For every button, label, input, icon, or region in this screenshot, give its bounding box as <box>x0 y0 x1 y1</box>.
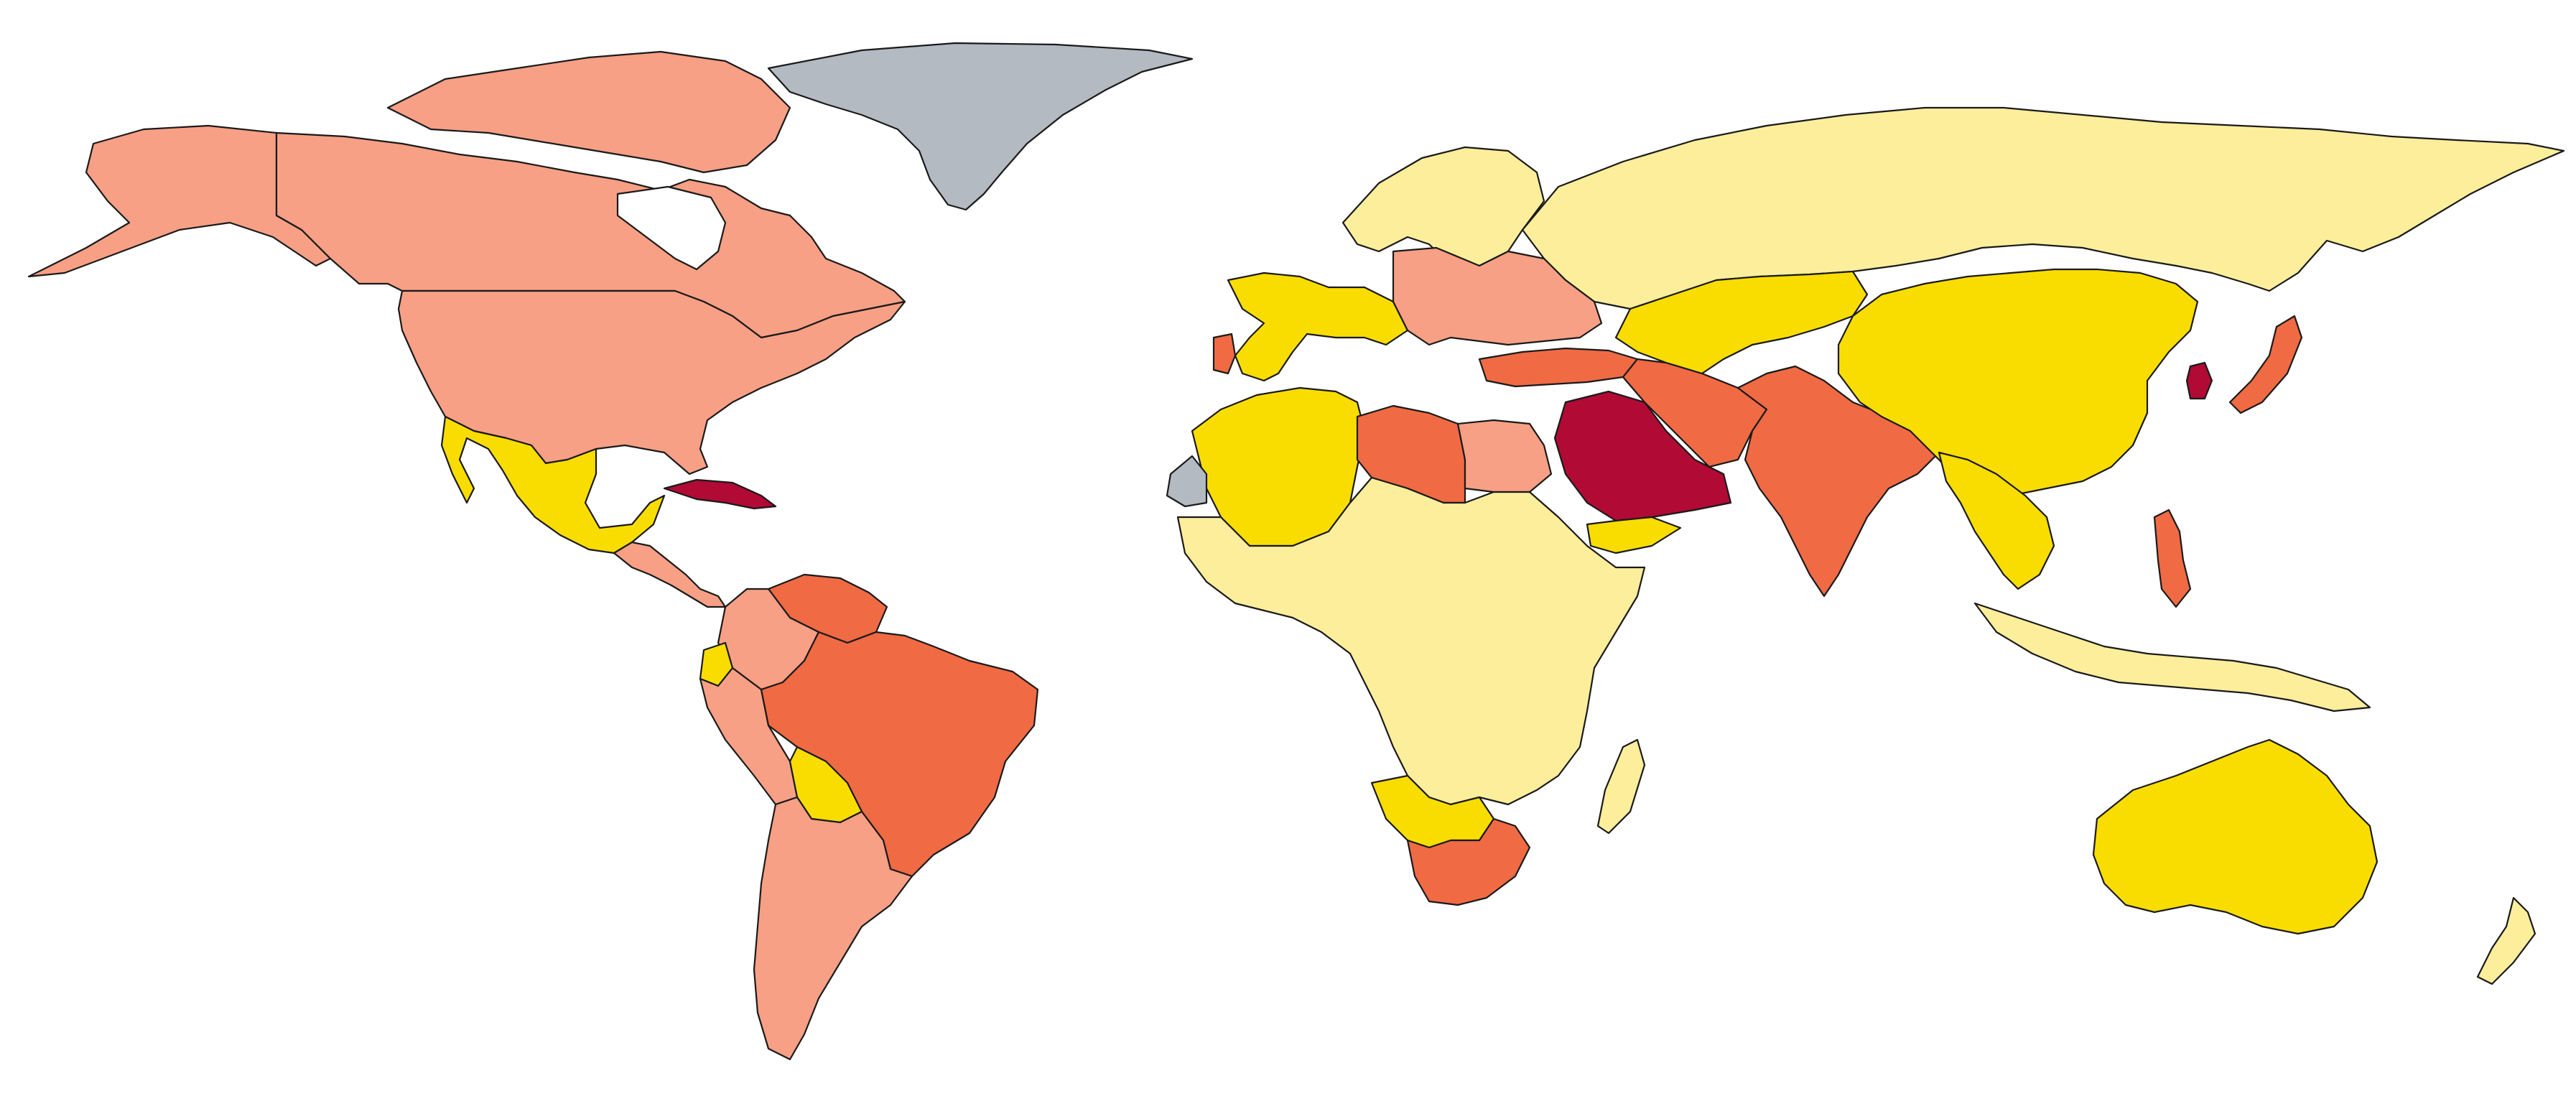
region-yemen <box>1586 516 1682 554</box>
region-argentina-chile <box>753 796 913 1061</box>
region-cuba <box>663 478 777 510</box>
region-new-zealand <box>2476 896 2537 985</box>
region-egypt <box>1456 419 1553 493</box>
region-central-asia <box>1614 270 1869 375</box>
region-southeast-asia <box>1938 451 2055 590</box>
region-south-asia <box>1736 365 1940 598</box>
region-sub-saharan-africa <box>1176 476 1646 806</box>
region-china <box>1837 268 2199 497</box>
region-portugal <box>1212 333 1237 375</box>
region-western-europe <box>1227 271 1409 382</box>
region-madagascar <box>1596 738 1646 835</box>
region-eastern-europe <box>1392 246 1603 346</box>
region-japan <box>2228 315 2303 414</box>
hudson-bay <box>616 185 727 271</box>
region-south-africa <box>1406 817 1531 906</box>
region-canada-islands <box>386 50 791 174</box>
region-arabia <box>1553 390 1732 522</box>
region-canada <box>275 131 906 339</box>
region-indonesia <box>1973 602 2371 713</box>
region-central-america <box>613 541 727 608</box>
region-australia <box>2092 738 2379 935</box>
region-greenland <box>767 42 1194 211</box>
region-western-sahara <box>1166 455 1208 508</box>
region-scandinavia <box>1342 146 1545 267</box>
region-philippines <box>2153 509 2192 608</box>
region-korea <box>2185 361 2213 400</box>
